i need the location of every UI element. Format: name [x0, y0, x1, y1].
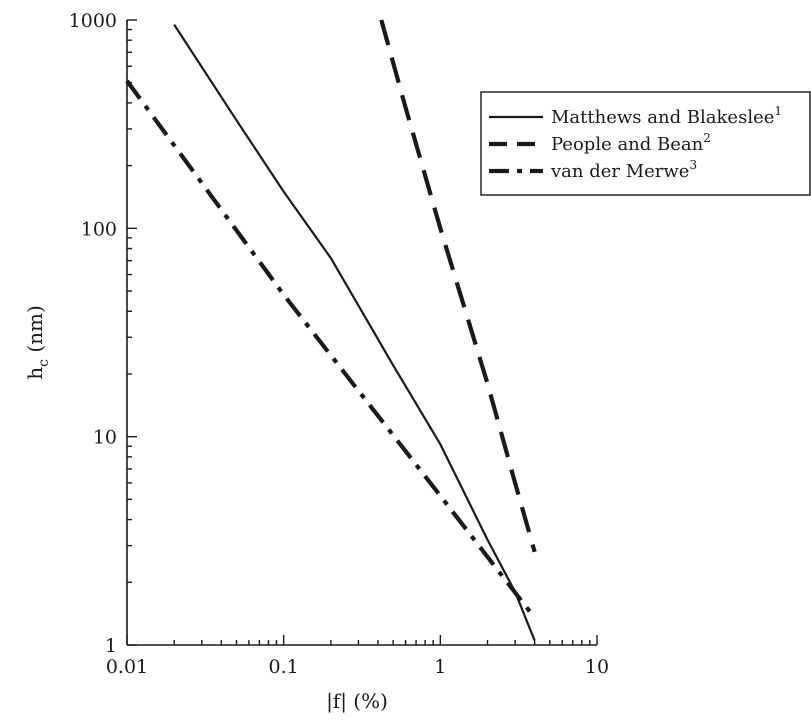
- x-axis-label: |f| (%): [326, 689, 388, 714]
- series-layer: [125, 19, 537, 641]
- legend-label-1: Matthews and Blakeslee1: [551, 104, 782, 128]
- legend-label-3: van der Merwe3: [550, 158, 697, 182]
- y-tick-label: 10: [93, 427, 117, 449]
- x-tick-label: 0.1: [269, 656, 299, 678]
- legend: Matthews and Blakeslee1 People and Bean2 v…: [480, 91, 811, 196]
- series-line-2: [379, 19, 537, 553]
- axes: 0.01 0.1 1 10 1 10 100 1000 |f| (%) hc (nm): [23, 10, 609, 714]
- y-tick-label: 100: [81, 218, 117, 240]
- series-line-3: [125, 79, 537, 620]
- y-tick-label: 1000: [69, 10, 117, 32]
- x-tick-label: 1: [434, 656, 446, 678]
- y-tick-label: 1: [105, 635, 117, 657]
- y-axis-label: hc (nm): [23, 305, 52, 380]
- x-tick-label: 0.01: [106, 656, 148, 678]
- x-tick-label: 10: [585, 656, 609, 678]
- series-line-1: [173, 24, 536, 641]
- legend-label-2: People and Bean2: [551, 131, 711, 155]
- legend-box: [480, 91, 811, 196]
